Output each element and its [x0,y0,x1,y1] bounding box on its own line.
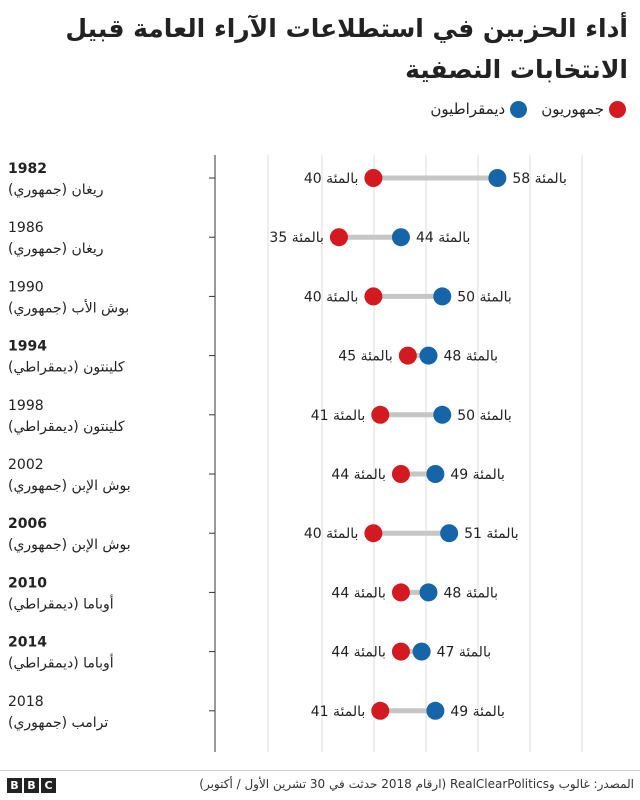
democrat-value-label: 58 بالمئة [512,171,567,187]
republican-point [364,287,383,306]
democrat-value-label: 49 بالمئة [450,467,505,483]
row-president-label: ترامب (جمهوري) [8,715,108,731]
row-year-label: 1994 [8,339,47,355]
legend-label-democrat: ديمقراطيون [430,100,506,118]
republican-point [371,701,390,720]
legend: جمهوريون ديمقراطيون [416,100,626,118]
republican-value-label: 35 بالمئة [269,230,324,246]
republican-point [364,524,383,543]
legend-swatch-republican [609,100,626,118]
democrat-value-label: 50 بالمئة [457,408,512,424]
democrat-point [412,642,431,661]
chart-title: أداء الحزبين في استطلاعات الآراء العامة … [65,14,628,84]
republican-point [371,405,390,424]
row-year-label: 2006 [8,516,47,532]
row-president-label: أوباما (ديمقراطي) [8,654,114,672]
row-year-label: 2018 [8,694,44,710]
row-year-label: 1986 [8,220,44,236]
row-president-label: بوش الأب (جمهوري) [8,298,129,316]
row-president-label: كلينتون (ديمقراطي) [8,419,125,435]
legend-item-democrat: ديمقراطيون [430,100,528,118]
footer-divider [0,770,640,771]
democrat-value-label: 51 بالمئة [464,526,519,542]
republican-value-label: 40 بالمئة [304,289,359,305]
democrat-value-label: 48 بالمئة [443,585,498,601]
republican-value-label: 44 بالمئة [331,467,386,483]
democrat-point [426,701,445,720]
republican-value-label: 40 بالمئة [304,171,359,187]
source-note: المصدر: غالوب وRealClearPolitics (ارقام … [199,777,634,791]
democrat-value-label: 44 بالمئة [416,230,471,246]
democrat-value-label: 49 بالمئة [450,704,505,720]
legend-label-republican: جمهوريون [541,100,604,118]
row-year-label: 1998 [8,398,44,414]
republican-point [364,169,383,187]
democrat-point [488,169,507,187]
republican-point [391,642,410,661]
row-president-label: بوش الإبن (جمهوري) [8,537,131,553]
row-president-label: ريغان (جمهوري) [8,182,103,198]
row-president-label: بوش الإبن (جمهوري) [8,478,131,494]
row-year-label: 2010 [8,575,47,591]
legend-swatch-democrat [510,100,528,118]
row-president-label: ريغان (جمهوري) [8,241,103,257]
bbc-logo-letter: B [7,778,22,793]
legend-item-republican: جمهوريون [541,100,626,118]
democrat-value-label: 50 بالمئة [457,289,512,305]
republican-point [391,583,410,602]
republican-value-label: 41 بالمئة [311,704,366,720]
republican-point [329,228,348,247]
republican-value-label: 44 بالمئة [331,645,386,661]
row-year-label: 2014 [8,635,47,651]
democrat-value-label: 47 بالمئة [437,645,492,661]
democrat-point [440,524,459,543]
republican-value-label: 41 بالمئة [311,408,366,424]
dot-plot-chart: 1982 ريغان (جمهوري) 40 بالمئة 58 بالمئة 1986… [8,155,583,752]
republican-value-label: 45 بالمئة [338,349,393,365]
democrat-point [426,465,445,483]
bbc-logo-letter: B [24,778,39,793]
row-year-label: 1982 [8,161,47,177]
republican-point [391,465,410,483]
row-year-label: 2002 [8,457,44,473]
republican-value-label: 40 بالمئة [304,526,359,542]
democrat-point [419,346,438,365]
bbc-logo-letter: C [41,778,56,793]
democrat-point [419,583,438,602]
bbc-logo: B B C [7,778,58,793]
democrat-point [433,287,452,306]
democrat-point [391,228,410,247]
democrat-value-label: 48 بالمئة [443,349,498,365]
row-year-label: 1990 [8,279,44,295]
row-president-label: كلينتون (ديمقراطي) [8,360,125,376]
republican-point [398,346,417,365]
democrat-point [433,405,452,424]
row-president-label: أوباما (ديمقراطي) [8,594,114,612]
republican-value-label: 44 بالمئة [331,585,386,601]
